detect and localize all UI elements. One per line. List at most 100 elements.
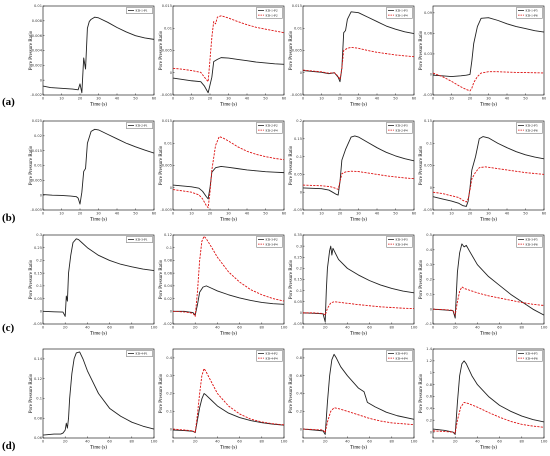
- y-tick-label: 0.004: [32, 49, 43, 53]
- y-axis-label: Pore Pressure Ratio: [159, 259, 164, 299]
- legend-box: [126, 350, 153, 357]
- legend-entry: ED-2-P3: [396, 124, 408, 128]
- y-axis-label: Pore Pressure Ratio: [29, 30, 34, 70]
- legend-box: [126, 122, 153, 129]
- y-tick-label: 0.01: [294, 26, 302, 30]
- x-tick-label: 10: [189, 212, 194, 216]
- legend-box: [256, 122, 283, 134]
- y-tick-label: 0.14: [34, 357, 43, 361]
- y-tick-label: 0.15: [294, 278, 302, 282]
- y-tick-label: -0.1: [425, 322, 432, 326]
- y-tick-label: 0.01: [164, 26, 172, 30]
- y-tick-label: 0.15: [424, 119, 432, 123]
- plot-frame: [172, 5, 285, 96]
- y-tick-label: 0.1: [36, 284, 42, 288]
- x-tick-label: 80: [260, 440, 265, 444]
- legend-box: [516, 350, 543, 362]
- x-tick-label: 60: [497, 326, 502, 330]
- x-tick-label: 40: [345, 440, 350, 444]
- x-tick-label: 100: [411, 326, 419, 330]
- y-tick-label: 0.01: [164, 141, 172, 145]
- y-tick-label: 0: [170, 186, 173, 190]
- x-tick-label: 20: [323, 326, 328, 330]
- series-line-2: [303, 301, 414, 316]
- x-tick-label: 40: [375, 97, 380, 101]
- y-axis-label: Pore Pressure Ratio: [159, 373, 164, 413]
- x-tick-label: 100: [541, 440, 549, 444]
- x-axis-label: Time (s): [90, 103, 107, 108]
- x-tick-label: 100: [151, 440, 159, 444]
- row-label-c: (c): [2, 322, 15, 334]
- y-axis-label: Pore Pressure Ratio: [419, 30, 424, 70]
- legend-entry: ED-4-P4: [266, 356, 278, 360]
- x-axis-label: Time (s): [220, 446, 237, 451]
- y-tick-label: 0.3: [166, 374, 172, 378]
- series-line-1: [43, 128, 154, 205]
- y-tick-label: 0: [430, 307, 433, 311]
- y-tick-label: 0.06: [34, 436, 43, 440]
- y-tick-label: -0.005: [30, 208, 42, 212]
- legend-entry: ED-3-P4: [266, 242, 278, 246]
- x-tick-label: 30: [96, 212, 101, 216]
- legend-entry: ED-2-P1: [136, 124, 148, 128]
- y-tick-label: -0.05: [423, 208, 432, 212]
- y-axis-label: Pore Pressure Ratio: [419, 259, 424, 299]
- x-tick-label: 40: [245, 97, 250, 101]
- legend-entry: ED-1-P2: [266, 9, 278, 13]
- y-tick-label: -0.05: [33, 322, 42, 326]
- y-tick-label: 0.02: [34, 134, 42, 138]
- x-tick-label: 50: [393, 97, 398, 101]
- series-line-1: [433, 136, 544, 207]
- legend-box: [516, 7, 543, 19]
- chart-panel-d2: 0 20 40 60 80 100 0 0.1 0.2 0.3 0.4 Time (s) Pore Pr…: [159, 348, 288, 451]
- legend-box: [126, 236, 153, 243]
- plot-frame: [172, 234, 285, 325]
- series-line-2: [303, 407, 414, 434]
- x-tick-label: 0: [42, 326, 45, 330]
- y-tick-label: 0.015: [162, 4, 172, 8]
- x-tick-label: 60: [237, 326, 242, 330]
- plot-frame: [172, 120, 285, 211]
- x-tick-label: 60: [152, 212, 157, 216]
- chart-panel-c2: 0 20 40 60 80 100-0.0200.020.040.060.080.10.1…: [159, 233, 288, 336]
- series-line-2: [433, 286, 544, 316]
- series-line-1: [303, 245, 414, 323]
- x-tick-label: 40: [375, 212, 380, 216]
- x-tick-label: 0: [172, 97, 175, 101]
- series-line-1: [303, 353, 414, 435]
- chart-panel-c3: 0 20 40 60 80 100-0.0500.050.10.150.20.250.30…: [289, 233, 419, 336]
- legend-entry: ED-1-P5: [526, 9, 538, 13]
- x-tick-label: 40: [85, 440, 90, 444]
- series-line-2: [173, 368, 284, 434]
- x-tick-label: 60: [412, 212, 417, 216]
- y-tick-label: 0.2: [296, 267, 302, 271]
- y-tick-label: 1.2: [426, 359, 432, 363]
- x-tick-label: 80: [260, 326, 265, 330]
- y-tick-label: 0.09: [424, 11, 433, 15]
- y-tick-label: 0.3: [36, 233, 42, 237]
- y-tick-label: 0.25: [294, 255, 302, 259]
- legend-entry: ED-4-P6: [526, 356, 538, 360]
- x-tick-label: 0: [432, 212, 435, 216]
- x-tick-label: 10: [449, 212, 454, 216]
- x-tick-label: 40: [115, 97, 120, 101]
- y-tick-label: 0.03: [424, 52, 432, 56]
- x-axis-label: Time (s): [350, 446, 367, 451]
- legend-box: [386, 7, 413, 19]
- y-axis-label: Pore Pressure Ratio: [29, 145, 34, 185]
- x-tick-label: 60: [107, 326, 112, 330]
- x-tick-label: 10: [59, 212, 64, 216]
- x-axis-label: Time (s): [480, 103, 497, 108]
- x-tick-label: 80: [520, 326, 525, 330]
- y-tick-label: -0.005: [160, 93, 172, 97]
- x-tick-label: 0: [432, 326, 435, 330]
- x-tick-label: 60: [152, 97, 157, 101]
- x-tick-label: 60: [367, 440, 372, 444]
- y-tick-label: 0.1: [426, 293, 432, 297]
- y-tick-label: 0.015: [32, 149, 42, 153]
- y-tick-label: 0.1: [166, 246, 172, 250]
